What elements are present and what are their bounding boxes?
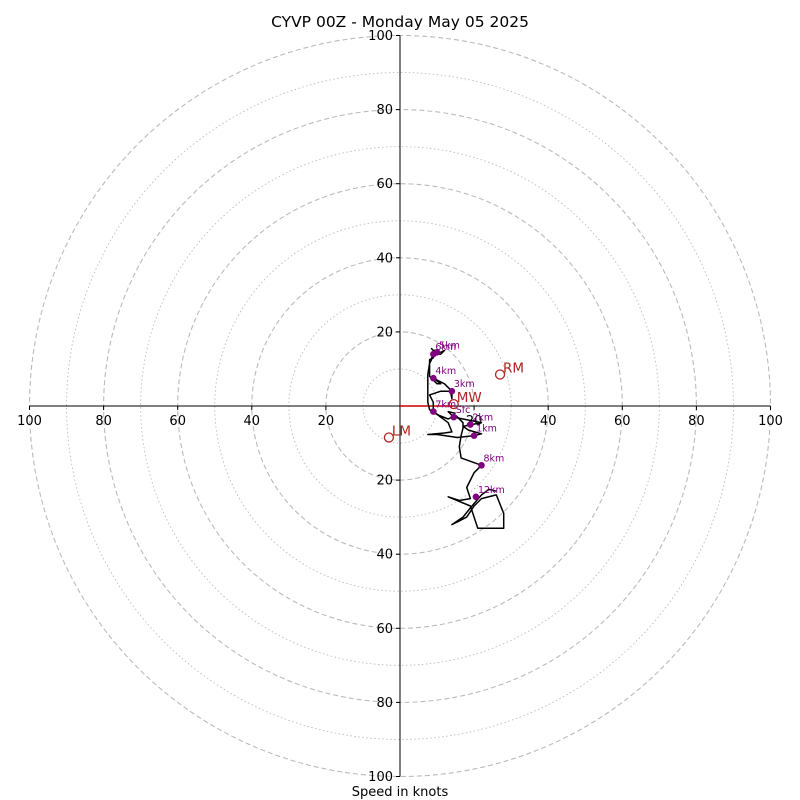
storm-motion-rm: [494, 369, 506, 380]
x-tick-label: 100: [758, 414, 783, 429]
height-label-2km: 2km: [472, 413, 493, 424]
chart-title: CYVP 00Z - Monday May 05 2025: [271, 13, 529, 31]
x-tick-label: 60: [614, 414, 631, 429]
storm-motion-lm: [383, 432, 395, 443]
y-tick-label: 80: [376, 696, 393, 711]
storm-motion-label-rm: RM: [503, 361, 524, 377]
height-marker-2km: [467, 421, 474, 428]
y-tick-label: 20: [376, 474, 393, 489]
y-tick-label: 100: [368, 29, 393, 44]
height-label-7km: 7km: [435, 400, 456, 411]
y-tick-label: 100: [368, 770, 393, 785]
y-tick-label: 40: [376, 548, 393, 563]
y-tick-label: 60: [376, 622, 393, 637]
height-label-3km: 3km: [454, 379, 475, 390]
x-tick-label: 80: [95, 414, 112, 429]
y-tick-label: 60: [376, 177, 393, 192]
height-marker-12km: [472, 493, 480, 501]
x-tick-label: 100: [17, 414, 42, 429]
x-tick-label: 40: [244, 414, 261, 429]
x-tick-label: 40: [540, 414, 557, 429]
storm-motion-mw: [448, 398, 459, 410]
height-marker-sfc: [450, 413, 458, 421]
y-tick-label: 80: [376, 103, 393, 118]
height-marker-6km: [430, 350, 437, 358]
height-marker-7km: [430, 408, 437, 415]
storm-motion-label-mw: MW: [457, 390, 482, 406]
height-marker-8km: [478, 461, 485, 469]
height-label-sfc: Sfc: [456, 405, 471, 416]
height-label-4km: 4km: [435, 366, 456, 377]
height-label-1km: 1km: [476, 424, 497, 435]
storm-motion-label-lm: LM: [392, 423, 411, 439]
height-marker-4km: [430, 374, 437, 382]
height-marker-3km: [448, 387, 456, 395]
tick-labels: 100 80 60 40 20 20 40 60 80 100100806040202040608…: [17, 29, 783, 785]
y-tick-label: 20: [376, 325, 393, 340]
height-marker-1km: [470, 432, 478, 439]
height-label-8km: 8km: [484, 453, 505, 464]
storm-motion-markers: RM LM MW: [383, 361, 524, 443]
x-tick-label: 60: [169, 414, 186, 429]
y-tick-label: 40: [376, 251, 393, 266]
height-label-5km: 5km: [439, 340, 460, 351]
x-tick-label: 20: [318, 414, 335, 429]
x-axis-label: Speed in knots: [352, 785, 449, 800]
height-label-12km: 12km: [478, 485, 505, 496]
height-label-6km: 6km: [435, 342, 456, 353]
x-tick-label: 80: [688, 414, 705, 429]
